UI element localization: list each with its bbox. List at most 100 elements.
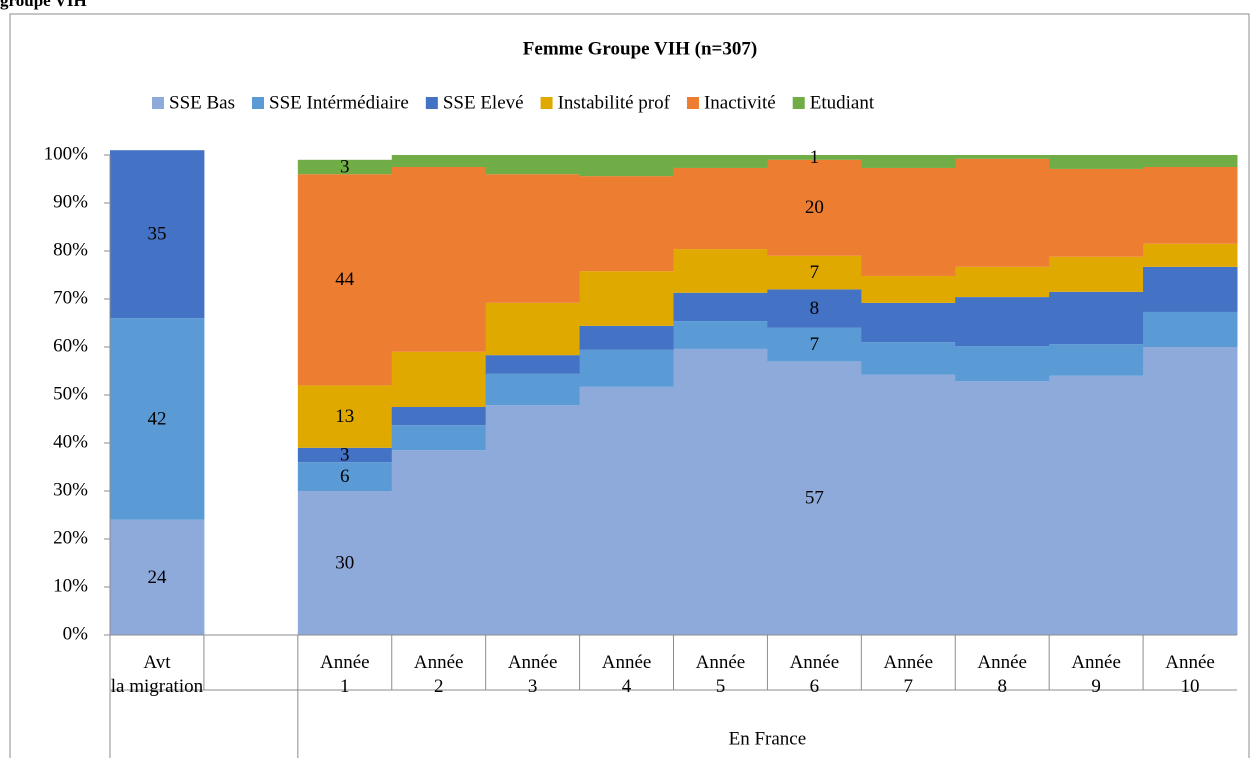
bar-segment — [767, 159, 862, 256]
data-label: 35 — [147, 224, 166, 245]
data-label: 57 — [805, 488, 824, 509]
x-tick-label: Année 8 — [977, 652, 1027, 697]
bar-segment — [110, 318, 205, 520]
bar-segment — [1049, 344, 1144, 376]
data-label: 8 — [810, 298, 820, 319]
bar-segment — [297, 385, 393, 448]
x-tick-label: Année 2 — [414, 652, 464, 697]
bar-segment — [485, 355, 581, 374]
data-label: 7 — [810, 334, 820, 355]
bar-segment — [1049, 256, 1144, 292]
bar-segment — [485, 405, 581, 635]
y-tick-label: 20% — [53, 527, 88, 548]
data-label: 20 — [805, 197, 824, 218]
bar-segment — [767, 327, 862, 362]
y-tick-label: 80% — [53, 239, 88, 260]
bar-segment — [1049, 155, 1144, 169]
bar-segment — [579, 155, 674, 177]
bar-segment — [955, 158, 1050, 267]
bar-segment — [861, 155, 956, 168]
data-label: 3 — [340, 444, 350, 465]
legend-label: SSE Bas — [169, 92, 235, 113]
bar-segment — [485, 174, 581, 303]
bar-segment — [391, 407, 487, 426]
legend-swatch — [152, 97, 164, 109]
bar-segment — [861, 167, 956, 276]
data-label: 13 — [335, 406, 354, 427]
bar-segment — [297, 491, 393, 635]
bar-segment — [579, 271, 674, 326]
bar-segment — [673, 321, 768, 349]
bar-segment — [955, 155, 1050, 159]
bar-segment — [861, 374, 956, 635]
bar-segment — [579, 325, 674, 350]
bar-segment — [579, 349, 674, 387]
x-tick-label: Année 1 — [320, 652, 370, 697]
bar-segment — [673, 167, 768, 250]
bar-segment — [391, 425, 487, 451]
legend-label: SSE Intérmédiaire — [269, 92, 409, 113]
x-tick-label: Année 5 — [696, 652, 746, 697]
bar-segment — [1049, 375, 1144, 635]
data-label: 24 — [147, 567, 167, 588]
bar-segment — [110, 519, 205, 635]
y-tick-label: 10% — [53, 575, 88, 596]
bar-segment — [391, 351, 487, 407]
x-tick-label: Année 9 — [1071, 652, 1121, 697]
data-label: 42 — [147, 408, 166, 429]
x-tick-label: Année 10 — [1165, 652, 1215, 697]
x-tick-label: Année 6 — [790, 652, 840, 697]
bar-segment — [1049, 291, 1144, 345]
bar-segment — [1143, 155, 1238, 167]
bar-segment — [1143, 243, 1238, 267]
bar-segment — [861, 342, 956, 375]
bar-segment — [955, 346, 1050, 382]
bar-segment — [391, 155, 487, 167]
legend-swatch — [540, 97, 553, 109]
bar-segment — [955, 381, 1050, 635]
bar-segment — [485, 155, 581, 175]
y-tick-label: 40% — [53, 431, 88, 452]
x-tick-label: Avt la migration — [111, 652, 204, 697]
chart-border — [9, 13, 1250, 758]
bar-segment — [767, 155, 862, 160]
legend-label: Etudiant — [810, 92, 875, 113]
heading: groupe VIH — [0, 0, 87, 10]
y-tick-label: 100% — [44, 143, 89, 164]
x-tick-label: Année 3 — [508, 652, 558, 697]
bar-segment — [297, 174, 393, 386]
bar-segment — [579, 386, 674, 635]
bar-segment — [110, 150, 205, 319]
bar-segment — [579, 176, 674, 272]
bar-segment — [1143, 266, 1238, 312]
data-label: 1 — [810, 147, 820, 168]
chart-title: Femme Groupe VIH (n=307) — [523, 38, 757, 59]
bar-segment — [485, 302, 581, 356]
bar-segment — [1143, 167, 1238, 244]
data-label: 30 — [335, 552, 354, 573]
legend-label: Instabilité prof — [558, 92, 671, 113]
bar-segment — [955, 266, 1050, 298]
y-tick-label: 50% — [53, 383, 88, 404]
bar-segment — [955, 297, 1050, 347]
legend-swatch — [252, 97, 264, 109]
data-label: 7 — [810, 262, 820, 283]
legend-swatch — [686, 97, 699, 109]
y-tick-label: 60% — [53, 335, 88, 356]
bar-segment — [767, 255, 862, 290]
bar-segment — [767, 361, 862, 635]
data-label: 44 — [335, 269, 355, 290]
bar-segment — [673, 292, 768, 322]
legend-label: Inactivité — [704, 92, 776, 113]
bar-segment — [297, 447, 393, 463]
x-tick-label: Année 4 — [602, 652, 652, 697]
bar-segment — [485, 373, 581, 406]
bar-segment — [673, 155, 768, 168]
y-tick-label: 0% — [63, 623, 89, 644]
bar-segment — [861, 275, 956, 303]
bar-segment — [1049, 168, 1144, 257]
y-tick-label: 90% — [53, 191, 88, 212]
bar-segment — [861, 302, 956, 343]
x-tick-label: Année 7 — [883, 652, 933, 697]
